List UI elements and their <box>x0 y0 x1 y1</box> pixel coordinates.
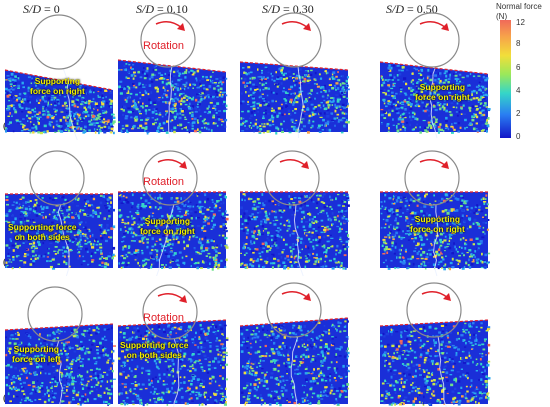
panel-b-4-graphic <box>380 150 491 277</box>
annotation-c-2: Supporting force on both sides <box>120 340 189 360</box>
panel-a-4-graphic <box>379 12 491 139</box>
panel-c-1 <box>4 284 116 407</box>
panel-b-3-graphic <box>240 150 350 277</box>
panel-b-2-graphic <box>118 150 229 277</box>
colorbar-tick-6: 6 <box>516 63 521 72</box>
panel-b-3 <box>240 148 350 277</box>
panel-b-2 <box>118 148 229 277</box>
panel-c-3 <box>239 282 350 407</box>
panel-a-1 <box>4 12 116 141</box>
annotation-a-1: Supporting force on right <box>30 76 85 96</box>
rotation-label-a: Rotation <box>143 40 184 52</box>
column-header-3: S/D = 0.30 <box>262 2 314 16</box>
column-header-1: S/D = 0 <box>23 2 60 16</box>
panel-c-3-graphic <box>239 282 350 407</box>
annotation-b-4: Supporting force on right <box>410 214 465 234</box>
panel-b-4 <box>380 148 491 277</box>
annotation-c-1: Supporting force on left <box>12 344 61 364</box>
panel-a-3 <box>239 12 350 139</box>
colorbar <box>500 20 511 138</box>
annotation-b-2: Supporting force on right <box>140 216 195 236</box>
column-header-2: S/D = 0.10 <box>136 2 188 16</box>
colorbar-tick-0: 0 <box>516 132 521 141</box>
panel-a-2-graphic <box>117 12 228 139</box>
rotation-label-c: Rotation <box>143 312 184 324</box>
panel-b-1-graphic <box>5 150 116 277</box>
colorbar-tick-8: 8 <box>516 39 521 48</box>
annotation-b-1: Supporting force on both sides <box>8 222 77 242</box>
panel-a-3-graphic <box>239 12 350 139</box>
colorbar-tick-4: 4 <box>516 86 521 95</box>
panel-a-1-graphic <box>4 14 116 141</box>
colorbar-tick-2: 2 <box>516 109 521 118</box>
panel-c-2-graphic <box>117 284 229 407</box>
panel-c-2 <box>117 284 229 407</box>
colorbar-title: Normal force (N) <box>496 2 542 21</box>
panel-a-4 <box>379 12 491 139</box>
panel-a-2 <box>117 12 228 139</box>
panel-c-4-graphic <box>379 282 491 407</box>
panel-c-1-graphic <box>4 286 116 407</box>
panel-b-1 <box>5 148 116 277</box>
colorbar-tick-12: 12 <box>516 18 525 27</box>
panel-c-4 <box>379 282 491 407</box>
annotation-a-4: Supporting force on right <box>415 82 470 102</box>
rotation-label-b: Rotation <box>143 176 184 188</box>
